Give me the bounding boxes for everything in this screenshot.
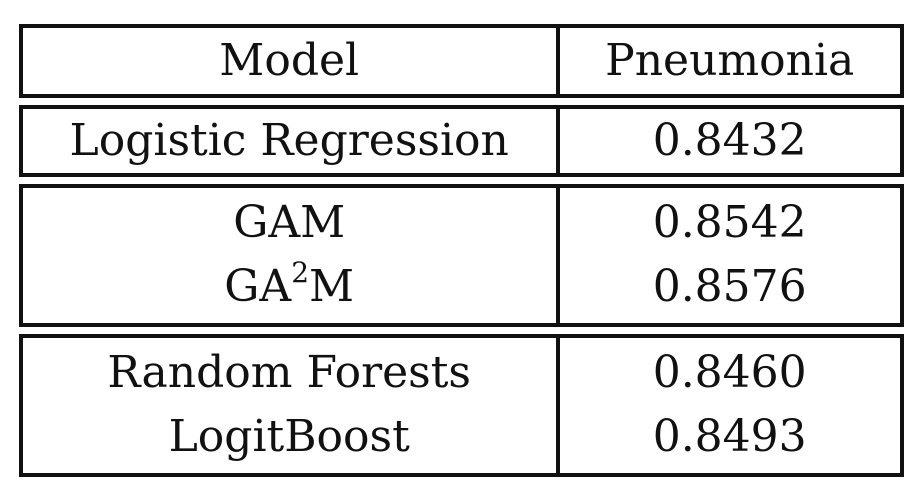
pneumonia-value: 0.8542: [652, 197, 807, 248]
header-model: Model: [219, 35, 360, 86]
model-name: Logistic Regression: [69, 115, 509, 166]
table-row: GA2M 0.8576: [23, 255, 900, 319]
results-table: Model Pneumonia Logistic Regression 0.84…: [19, 24, 904, 477]
model-name: LogitBoost: [168, 411, 410, 462]
table-row: GAM 0.8542: [23, 191, 900, 255]
model-name: GAM: [233, 197, 346, 248]
group-baseline: Logistic Regression 0.8432: [19, 105, 904, 177]
group-additive: GAM 0.8542 GA2M 0.8576: [19, 184, 904, 327]
model-name: GA2M: [23, 259, 555, 309]
pneumonia-value: 0.8576: [652, 261, 807, 312]
table-row: Random Forests 0.8460: [23, 341, 900, 405]
table-header: Model Pneumonia: [19, 24, 904, 98]
model-name-rest: M: [309, 261, 355, 312]
model-name-superscript: 2: [291, 256, 310, 289]
header-pneumonia: Pneumonia: [605, 35, 855, 86]
header-row: Model Pneumonia: [23, 28, 900, 94]
pneumonia-value: 0.8493: [652, 411, 807, 462]
model-name-base: GA: [224, 261, 292, 312]
table-row: Logistic Regression 0.8432: [23, 109, 900, 173]
pneumonia-value: 0.8432: [652, 115, 807, 166]
pneumonia-value: 0.8460: [652, 347, 807, 398]
model-name: Random Forests: [107, 347, 471, 398]
table-row: LogitBoost 0.8493: [23, 405, 900, 469]
group-ensemble: Random Forests 0.8460 LogitBoost 0.8493: [19, 334, 904, 477]
